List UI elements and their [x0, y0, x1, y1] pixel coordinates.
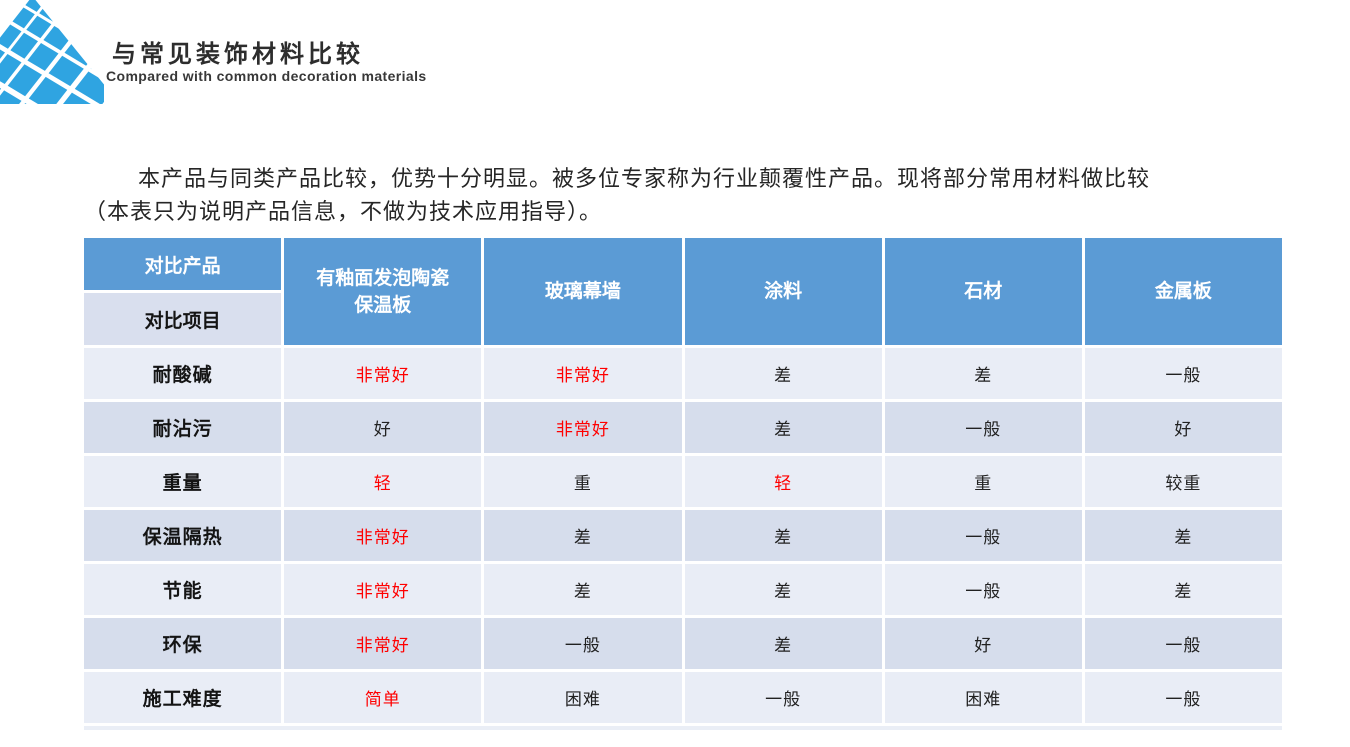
- row-label: 耐酸碱: [84, 348, 282, 399]
- table-cell: 一般: [1084, 672, 1282, 723]
- row-label: 节能: [84, 564, 282, 615]
- brand-logo: [0, 0, 179, 186]
- table-cell: 非常好: [484, 348, 682, 399]
- table-cell: 非常好: [284, 510, 482, 561]
- table-cell: 非常好: [484, 402, 682, 453]
- table-cell: 非常好: [284, 348, 482, 399]
- table-cell: 非常好: [284, 564, 482, 615]
- table-cell: 简单: [284, 672, 482, 723]
- table-cell: 差: [484, 510, 682, 561]
- corner-header-cell: 对比产品 对比项目: [84, 238, 282, 345]
- intro-line-2: （本表只为说明产品信息，不做为技术应用指导）。: [84, 199, 603, 224]
- table-cell: 非常好: [284, 618, 482, 669]
- table-cell: 差: [684, 348, 882, 399]
- table-cell: 一般: [884, 402, 1082, 453]
- row-label: 重量: [84, 456, 282, 507]
- column-header: 涂料: [684, 238, 882, 345]
- section-subtitle: Compared with common decoration material…: [106, 68, 427, 84]
- table-bottom-border: [84, 726, 1282, 730]
- table-cell: 差: [884, 348, 1082, 399]
- tile-grid-icon: [0, 0, 179, 186]
- section-title: 与常见装饰材料比较: [112, 41, 364, 68]
- table-cell: 好: [1084, 402, 1282, 453]
- table-cell: 差: [684, 510, 882, 561]
- table-cell: 一般: [884, 510, 1082, 561]
- table-cell: 差: [484, 564, 682, 615]
- intro-paragraph: 本产品与同类产品比较，优势十分明显。被多位专家称为行业颠覆性产品。现将部分常用材…: [84, 162, 1284, 228]
- table-cell: 好: [884, 618, 1082, 669]
- corner-header-items: 对比项目: [84, 293, 282, 345]
- table-cell: 一般: [1084, 618, 1282, 669]
- comparison-table: 对比产品 对比项目 有釉面发泡陶瓷保温板 玻璃幕墙 涂料 石材 金属板 耐酸碱 非常好 非常好…: [84, 238, 1282, 730]
- table-cell: 一般: [484, 618, 682, 669]
- table-cell: 差: [684, 402, 882, 453]
- row-label: 环保: [84, 618, 282, 669]
- row-label: 保温隔热: [84, 510, 282, 561]
- intro-line-1: 本产品与同类产品比较，优势十分明显。被多位专家称为行业颠覆性产品。现将部分常用材…: [138, 166, 1151, 191]
- corner-header-products: 对比产品: [84, 238, 282, 290]
- table-cell: 困难: [484, 672, 682, 723]
- table-cell: 重: [484, 456, 682, 507]
- column-header: 金属板: [1084, 238, 1282, 345]
- table-cell: 困难: [884, 672, 1082, 723]
- table-cell: 重: [884, 456, 1082, 507]
- table-cell: 轻: [684, 456, 882, 507]
- column-header: 玻璃幕墙: [484, 238, 682, 345]
- table-cell: 较重: [1084, 456, 1282, 507]
- table-cell: 差: [684, 618, 882, 669]
- row-label: 施工难度: [84, 672, 282, 723]
- column-header: 有釉面发泡陶瓷保温板: [284, 238, 482, 345]
- column-header: 石材: [884, 238, 1082, 345]
- table-cell: 差: [1084, 564, 1282, 615]
- table-cell: 差: [684, 564, 882, 615]
- row-label: 耐沾污: [84, 402, 282, 453]
- table-cell: 一般: [684, 672, 882, 723]
- table-cell: 轻: [284, 456, 482, 507]
- table-cell: 一般: [1084, 348, 1282, 399]
- table-cell: 一般: [884, 564, 1082, 615]
- table-cell: 好: [284, 402, 482, 453]
- table-cell: 差: [1084, 510, 1282, 561]
